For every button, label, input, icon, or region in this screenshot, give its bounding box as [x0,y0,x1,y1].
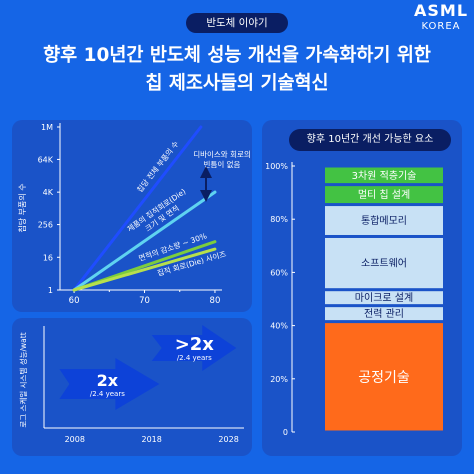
performance-chart-x-tick-label: 2008 [65,435,85,444]
stacked-chart-segment [325,291,443,305]
log-chart-y-tick-label: 16 [43,253,53,262]
performance-arrow [151,325,237,371]
log-chart-series-line [72,190,217,292]
stacked-chart-segment-label: 마이크로 설계 [355,292,413,304]
log-chart-annotation: 디바이스와 회로의 [193,149,251,159]
asml-logo: ASML [413,1,469,20]
category-tag: 반도체 이야기 [186,13,288,33]
log-chart-x-tick-label: 70 [139,296,150,306]
performance-arrow-label: >2x [175,334,215,355]
stacked-chart-y-tick-label: 40% [270,322,288,331]
stacked-chart-segment-label: 3차원 적층기술 [352,170,417,182]
log-chart-y-tick-label: 64K [38,155,54,164]
stacked-chart-segment-label: 공정기술 [358,370,410,386]
stacked-chart-y-tick-label: 80% [270,215,288,224]
performance-chart-x-tick-label: 2018 [142,435,162,444]
performance-arrow-sublabel: /2.4 years [177,354,212,362]
stacked-chart-y-tick-label: 0 [283,428,288,437]
log-chart-series-line [72,247,217,292]
stacked-chart-y-tick-label: 100% [265,162,288,171]
performance-arrow-sublabel: /2.4 years [90,390,125,398]
stacked-chart-segment [325,167,443,184]
performance-arrow-label: 2x [97,371,119,390]
log-chart-x-tick-label: 80 [210,296,221,306]
stacked-chart-segment [325,307,443,321]
performance-chart-x-tick-label: 2028 [218,435,238,444]
log-chart-annotation-line2: 빈틈이 없음 [204,159,241,169]
performance-arrow [59,358,160,410]
stacked-chart-segment-label: 소프트웨어 [361,258,407,270]
performance-chart-y-label: 로그 스케일 시스템 성능/watt [18,332,28,427]
log-chart-y-label: 칩당 부품의 수 [17,183,27,232]
stacked-chart-y-tick-label: 60% [270,268,288,277]
log-chart-y-tick-label: 4K [43,188,54,197]
log-chart-y-tick-label: 1M [41,123,53,132]
page-title-line-1: 향후 10년간 반도체 성능 개선을 가속화하기 위한 [43,45,431,66]
stacked-chart-segment [325,206,443,235]
stacked-chart-segment [325,323,443,431]
stacked-chart-title: 향후 10년간 개선 가능한 요소 [289,129,451,151]
log-chart-y-tick-label: 256 [38,221,53,230]
asml-logo-sub: KOREA [421,21,461,32]
stacked-chart-segment-label: 멀티 칩 설계 [358,188,410,201]
log-chart-series-line [72,125,203,292]
page-title-line-2: 칩 제조사들의 기술혁신 [145,73,329,94]
stacked-chart-segment-label: 전력 관리 [364,308,404,320]
stacked-chart-segment-label: 통합메모리 [361,215,407,227]
log-chart-x-tick-label: 60 [69,296,80,306]
stacked-chart-y-tick-label: 20% [270,375,288,384]
stacked-chart-segment [325,237,443,289]
stacked-chart-segment [325,186,443,204]
log-chart-y-tick-label: 1 [48,286,53,295]
